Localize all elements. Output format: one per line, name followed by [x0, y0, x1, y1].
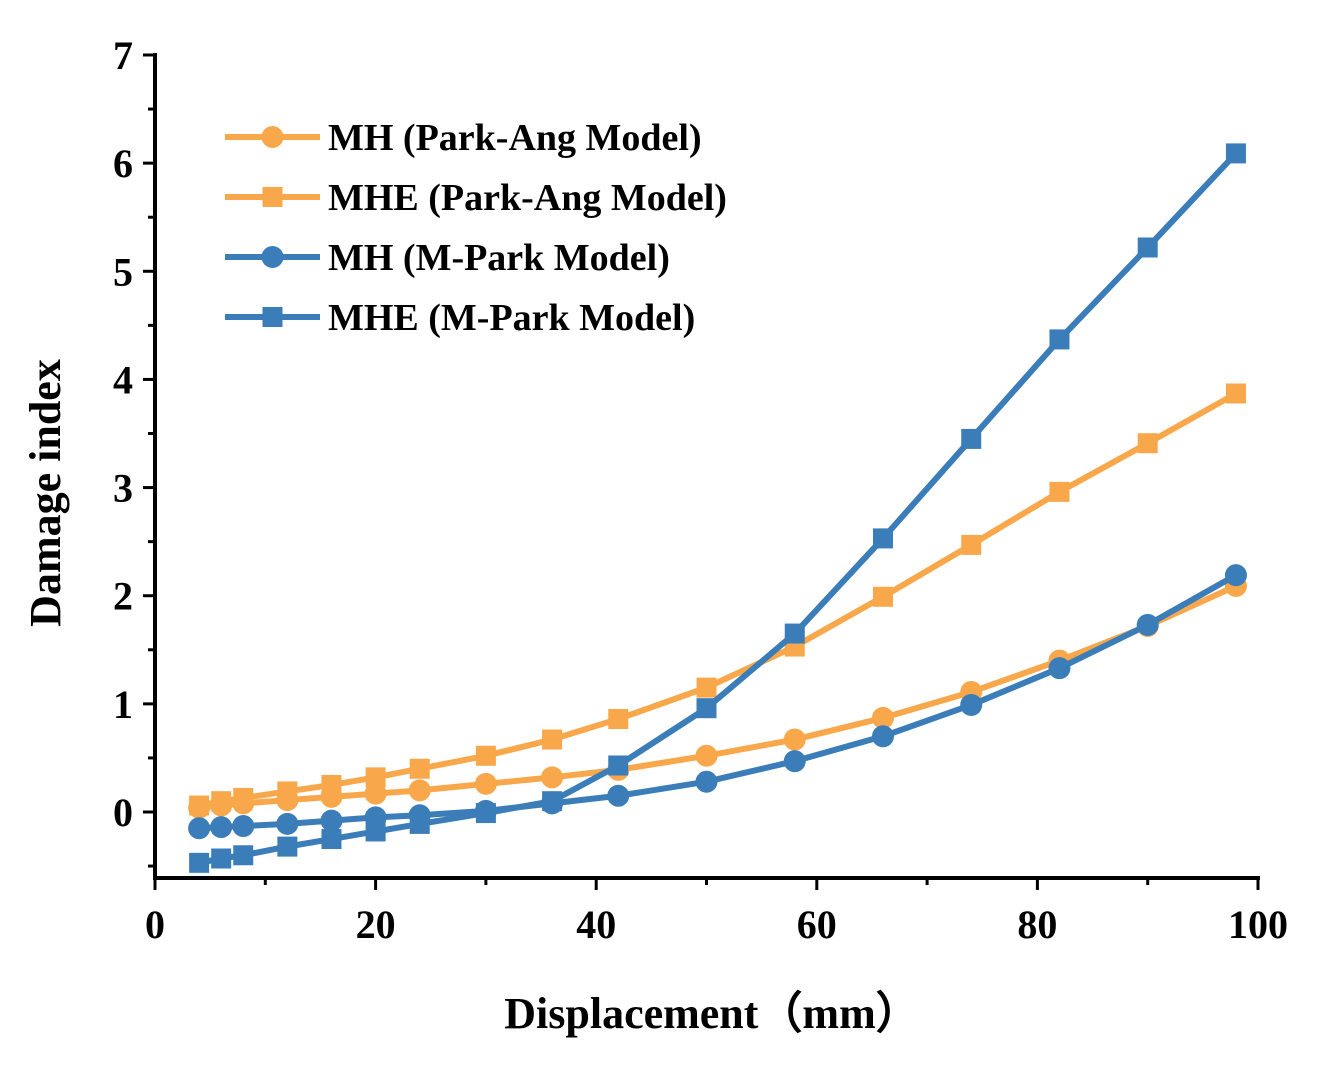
square-point: [365, 821, 386, 842]
square-point: [277, 836, 298, 857]
legend-marker: [262, 307, 283, 327]
square-point: [1225, 143, 1246, 164]
x-tick-label: 0: [145, 902, 165, 947]
series-line: [198, 390, 1238, 809]
square-point: [696, 677, 717, 698]
square-point: [475, 803, 496, 824]
circle-point: [783, 728, 806, 751]
y-tick-label: 0: [113, 790, 133, 835]
square-point: [1049, 481, 1070, 502]
y-tick-label: 6: [113, 141, 133, 186]
circle-point: [364, 782, 387, 805]
x-tick-label: 60: [797, 902, 837, 947]
x-axis-title: Displacement（mm）: [504, 989, 920, 1038]
y-tick-label: 1: [113, 682, 133, 727]
legend-item: MHE (Park-Ang Model): [225, 177, 727, 219]
circle-point: [871, 725, 894, 748]
square-point: [961, 428, 982, 449]
square-point: [1225, 383, 1246, 404]
legend-item: MH (Park-Ang Model): [225, 117, 702, 159]
square-point: [696, 698, 717, 719]
square-point: [321, 774, 342, 795]
legend-label: MHE (M-Park Model): [328, 297, 695, 339]
circle-point: [783, 750, 806, 773]
square-point: [1137, 433, 1158, 454]
circle-point: [695, 744, 718, 767]
circle-point: [541, 766, 564, 789]
legend-marker: [261, 126, 284, 148]
y-tick-label: 5: [113, 249, 133, 294]
y-tick-label: 3: [113, 466, 133, 511]
circle-point: [210, 816, 233, 839]
circle-point: [408, 779, 431, 802]
square-point: [189, 795, 210, 816]
y-axis-title: Damage index: [21, 359, 70, 627]
x-tick-label: 40: [576, 902, 616, 947]
circle-point: [1136, 613, 1159, 636]
circle-point: [960, 693, 983, 716]
square-point: [475, 745, 496, 766]
square-point: [211, 791, 232, 812]
circle-point: [1048, 657, 1071, 680]
circle-point: [188, 817, 211, 840]
circle-point: [695, 770, 718, 793]
circle-point: [871, 706, 894, 729]
circle-point: [232, 815, 255, 838]
x-tick-label: 20: [356, 902, 396, 947]
legend-marker: [261, 246, 284, 268]
y-tick-label: 7: [113, 33, 133, 78]
x-tick-label: 80: [1017, 902, 1057, 947]
y-tick-label: 2: [113, 574, 133, 619]
legend-marker: [262, 187, 283, 207]
square-point: [1137, 237, 1158, 258]
square-point: [189, 852, 210, 873]
square-point: [365, 767, 386, 788]
square-point: [409, 813, 430, 834]
square-point: [872, 586, 893, 607]
series-layer: [188, 143, 1247, 873]
square-point: [608, 755, 629, 776]
square-point: [409, 758, 430, 779]
series-2: [189, 383, 1246, 816]
circle-point: [607, 784, 630, 807]
circle-point: [276, 812, 299, 835]
legend-label: MH (Park-Ang Model): [328, 117, 702, 159]
legend-label: MH (M-Park Model): [328, 237, 670, 279]
square-point: [608, 708, 629, 729]
square-point: [542, 729, 563, 750]
square-point: [542, 791, 563, 812]
series-3: [188, 564, 1247, 840]
square-point: [233, 787, 254, 808]
circle-point: [474, 772, 497, 795]
square-point: [1049, 329, 1070, 350]
circle-point: [1224, 564, 1247, 587]
y-tick-label: 4: [113, 357, 133, 402]
square-point: [233, 845, 254, 866]
square-point: [961, 534, 982, 555]
square-point: [321, 829, 342, 850]
x-tick-label: 100: [1228, 902, 1288, 947]
square-point: [872, 528, 893, 549]
square-point: [277, 781, 298, 802]
square-point: [784, 623, 805, 644]
legend-item: MH (M-Park Model): [225, 237, 670, 279]
legend-label: MHE (Park-Ang Model): [328, 177, 727, 219]
series-4: [189, 143, 1246, 873]
legend: MH (Park-Ang Model) MHE (Park-Ang Model) M…: [225, 117, 727, 339]
axes: 0 20 40 60 80 100 0 1 2 3 4 5 6 7: [113, 33, 1288, 947]
circle-point: [320, 809, 343, 832]
legend-item: MHE (M-Park Model): [225, 297, 695, 339]
square-point: [211, 848, 232, 869]
